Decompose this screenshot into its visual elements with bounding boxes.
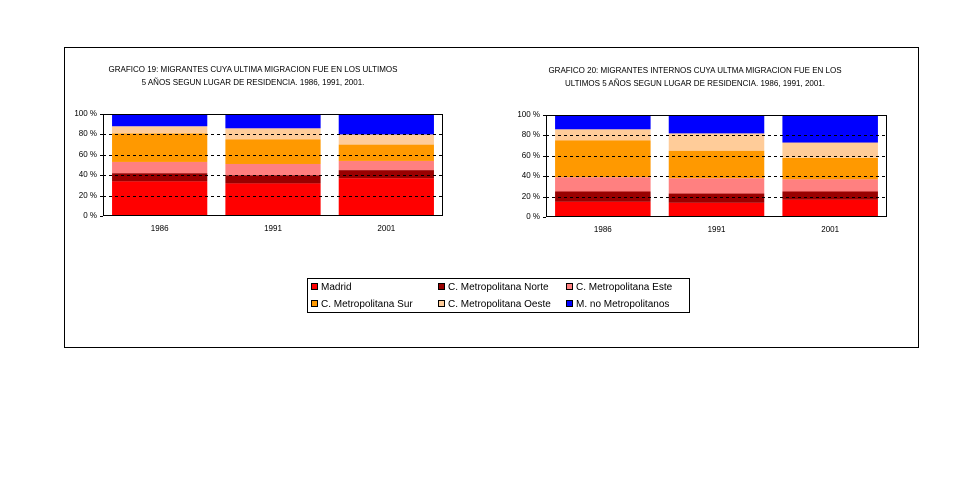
y-tick-label: 20 % [521, 191, 540, 201]
x-tick-label: 2001 [377, 224, 396, 233]
legend-label: C. Metropolitana Norte [448, 282, 549, 293]
bar-segment-c-metropolitana-oeste-1991 [225, 128, 321, 140]
bar-segment-c-metropolitana-oeste-2001 [338, 134, 434, 145]
legend-item-norte: C. Metropolitana Norte [438, 279, 549, 296]
legend-item-madrid: Madrid [311, 279, 352, 296]
y-tick-label: 60 % [78, 149, 97, 159]
legend: Madrid C. Metropolitana Norte C. Metropo… [307, 278, 690, 313]
chart-title-grafico-19: GRAFICO 19: MIGRANTES CUYA ULTIMA MIGRAC… [83, 64, 423, 89]
stacked-bar-chart [100, 114, 443, 217]
bar-segment-madrid-2001 [338, 178, 434, 216]
bar-segment-c-metropolitana-oeste-1991 [668, 133, 765, 151]
plot-area-grafico-20: 1986 1991 2001 100 % 80 % 60 % 40 % 20 % 0 % [517, 110, 887, 234]
x-tick-label: 1986 [150, 224, 169, 233]
bar-segment-c-metropolitana-norte-2001 [782, 191, 878, 200]
chart-title-line: 5 AÑOS SEGUN LUGAR DE RESIDENCIA. 1986, … [141, 77, 365, 87]
bar-segment-m-no-metropolitanos-1986 [112, 114, 208, 127]
legend-swatch [311, 282, 318, 290]
bar-segment-c-metropolitana-este-1986 [555, 177, 651, 192]
y-tick-label: 60 % [521, 150, 540, 160]
legend-item-sur: C. Metropolitana Sur [311, 296, 413, 313]
bar-segment-c-metropolitana-norte-1986 [112, 173, 208, 182]
y-tick-label: 20 % [78, 190, 97, 200]
chart-title-line: GRAFICO 20: MIGRANTES INTERNOS CUYA ULTM… [548, 66, 842, 75]
x-tick-label: 1991 [264, 224, 282, 233]
bar-segment-c-metropolitana-sur-1991 [225, 139, 321, 164]
y-tick-label: 0 % [83, 211, 97, 220]
bar-segment-c-metropolitana-oeste-1986 [555, 129, 651, 141]
x-tick-label: 1986 [593, 225, 612, 234]
legend-label: C. Metropolitana Sur [321, 299, 413, 310]
legend-label: C. Metropolitana Oeste [448, 299, 551, 310]
bar-segment-c-metropolitana-sur-1986 [555, 140, 651, 178]
legend-swatch [311, 299, 318, 307]
y-tick-label: 0 % [526, 212, 540, 221]
bar-segment-c-metropolitana-norte-2001 [338, 170, 434, 179]
bar-segment-c-metropolitana-norte-1991 [225, 175, 321, 184]
bar-segment-c-metropolitana-este-1991 [668, 178, 765, 194]
legend-swatch [566, 282, 573, 290]
figure-frame [64, 47, 919, 348]
y-tick-label: 100 % [517, 110, 540, 119]
bar-segment-madrid-1991 [225, 183, 321, 216]
stacked-bar-chart [543, 115, 887, 218]
bar-segment-c-metropolitana-este-1986 [112, 161, 208, 174]
bar-segment-c-metropolitana-este-2001 [782, 179, 878, 192]
bar-segment-c-metropolitana-norte-1991 [668, 193, 765, 203]
bar-segment-madrid-1991 [668, 202, 765, 217]
plot-border [103, 114, 443, 216]
bar-segment-madrid-1986 [112, 181, 208, 216]
bar-segment-c-metropolitana-sur-1991 [668, 150, 765, 179]
bar-segment-madrid-1986 [555, 201, 651, 217]
bar-segment-m-no-metropolitanos-1991 [668, 115, 765, 134]
legend-swatch [438, 299, 445, 307]
legend-swatch [566, 299, 573, 307]
bar-segment-madrid-2001 [782, 199, 878, 217]
legend-label: M. no Metropolitanos [576, 299, 670, 310]
y-tick-label: 40 % [78, 170, 97, 180]
bar-segment-c-metropolitana-sur-1986 [112, 133, 208, 162]
chart-title-line: GRAFICO 19: MIGRANTES CUYA ULTIMA MIGRAC… [108, 65, 398, 74]
legend-label: Madrid [321, 282, 352, 293]
bar-segment-c-metropolitana-norte-1986 [555, 191, 651, 202]
chart-title-line: ULTIMOS 5 AÑOS SEGUN LUGAR DE RESIDENCIA… [565, 78, 825, 88]
legend-item-oeste: C. Metropolitana Oeste [438, 296, 551, 313]
y-tick-label: 80 % [521, 130, 540, 140]
bar-segment-c-metropolitana-sur-2001 [782, 157, 878, 180]
bar-segment-m-no-metropolitanos-1991 [225, 114, 321, 129]
bar-segment-m-no-metropolitanos-2001 [338, 114, 434, 135]
bar-segment-c-metropolitana-oeste-2001 [782, 142, 878, 158]
bar-segment-c-metropolitana-este-2001 [338, 160, 434, 171]
bar-segment-m-no-metropolitanos-1986 [555, 115, 651, 130]
bar-segment-c-metropolitana-oeste-1986 [112, 126, 208, 134]
legend-label: C. Metropolitana Este [576, 282, 673, 293]
legend-item-no-metropolitanos: M. no Metropolitanos [566, 296, 669, 313]
bar-segment-c-metropolitana-este-1991 [225, 163, 321, 176]
x-tick-label: 2001 [821, 225, 840, 234]
legend-swatch [438, 282, 445, 290]
y-tick-label: 40 % [521, 171, 540, 181]
legend-item-este: C. Metropolitana Este [566, 279, 672, 296]
bar-segment-m-no-metropolitanos-2001 [782, 115, 878, 143]
plot-border [546, 115, 887, 217]
chart-title-grafico-20: GRAFICO 20: MIGRANTES INTERNOS CUYA ULTM… [525, 65, 865, 90]
y-tick-label: 80 % [78, 129, 97, 139]
plot-area-grafico-19: 1986 1991 2001 100 % 80 % 60 % 40 % 20 % 0 % [74, 109, 443, 233]
bar-segment-c-metropolitana-sur-2001 [338, 144, 434, 161]
x-tick-label: 1991 [707, 225, 726, 234]
y-tick-label: 100 % [74, 109, 97, 118]
